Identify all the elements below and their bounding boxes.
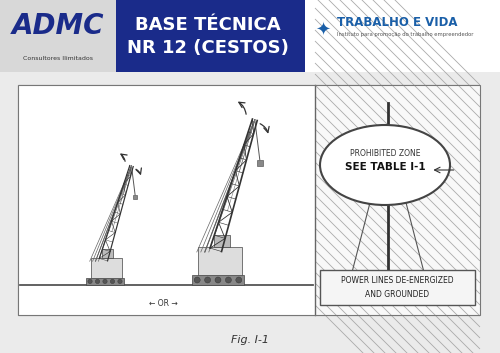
Circle shape [96, 279, 100, 283]
Bar [0, 0, 120, 72]
Bar [480, 83, 500, 317]
Circle shape [215, 277, 221, 283]
Bar [18, 85, 480, 315]
Bar [192, 275, 244, 285]
Text: ← OR →: ← OR → [148, 299, 178, 308]
Bar [360, 150, 364, 155]
Bar [120, 0, 500, 72]
Bar [257, 160, 263, 166]
Circle shape [103, 279, 107, 283]
Text: PROHIBITED ZONE: PROHIBITED ZONE [350, 149, 420, 157]
Text: SEE TABLE I-1: SEE TABLE I-1 [344, 162, 426, 172]
Ellipse shape [320, 125, 450, 205]
Text: ADMC: ADMC [12, 12, 104, 40]
Text: TRABALHO E VIDA: TRABALHO E VIDA [337, 16, 458, 29]
Bar [305, 0, 500, 72]
Bar [198, 247, 242, 275]
Polygon shape [275, 0, 305, 72]
Circle shape [194, 277, 200, 283]
Text: Fig. I-1: Fig. I-1 [231, 335, 269, 345]
Bar [214, 235, 230, 247]
Bar [116, 0, 120, 72]
Text: BASE TÉCNICA: BASE TÉCNICA [135, 16, 281, 34]
Bar [90, 258, 122, 278]
Text: ✦: ✦ [316, 22, 330, 40]
Circle shape [226, 277, 232, 283]
Bar [320, 270, 475, 305]
Bar [18, 85, 315, 315]
Bar [315, 85, 480, 315]
Bar [102, 249, 114, 258]
Bar [0, 72, 500, 353]
Circle shape [118, 279, 122, 283]
Text: POWER LINES DE-ENERGIZED
AND GROUNDED: POWER LINES DE-ENERGIZED AND GROUNDED [341, 276, 454, 299]
Text: NR 12 (CESTOS): NR 12 (CESTOS) [127, 39, 289, 57]
Text: Instituto para promoção do trabalho empreendedor: Instituto para promoção do trabalho empr… [337, 32, 473, 37]
Bar [133, 195, 138, 199]
Circle shape [110, 279, 114, 283]
Circle shape [204, 277, 210, 283]
Bar [386, 150, 390, 155]
Bar [86, 278, 124, 285]
Circle shape [236, 277, 242, 283]
Circle shape [88, 279, 92, 283]
Bar [18, 85, 480, 315]
Text: Consultores Ilimitados: Consultores Ilimitados [22, 56, 92, 61]
Bar [412, 150, 416, 155]
